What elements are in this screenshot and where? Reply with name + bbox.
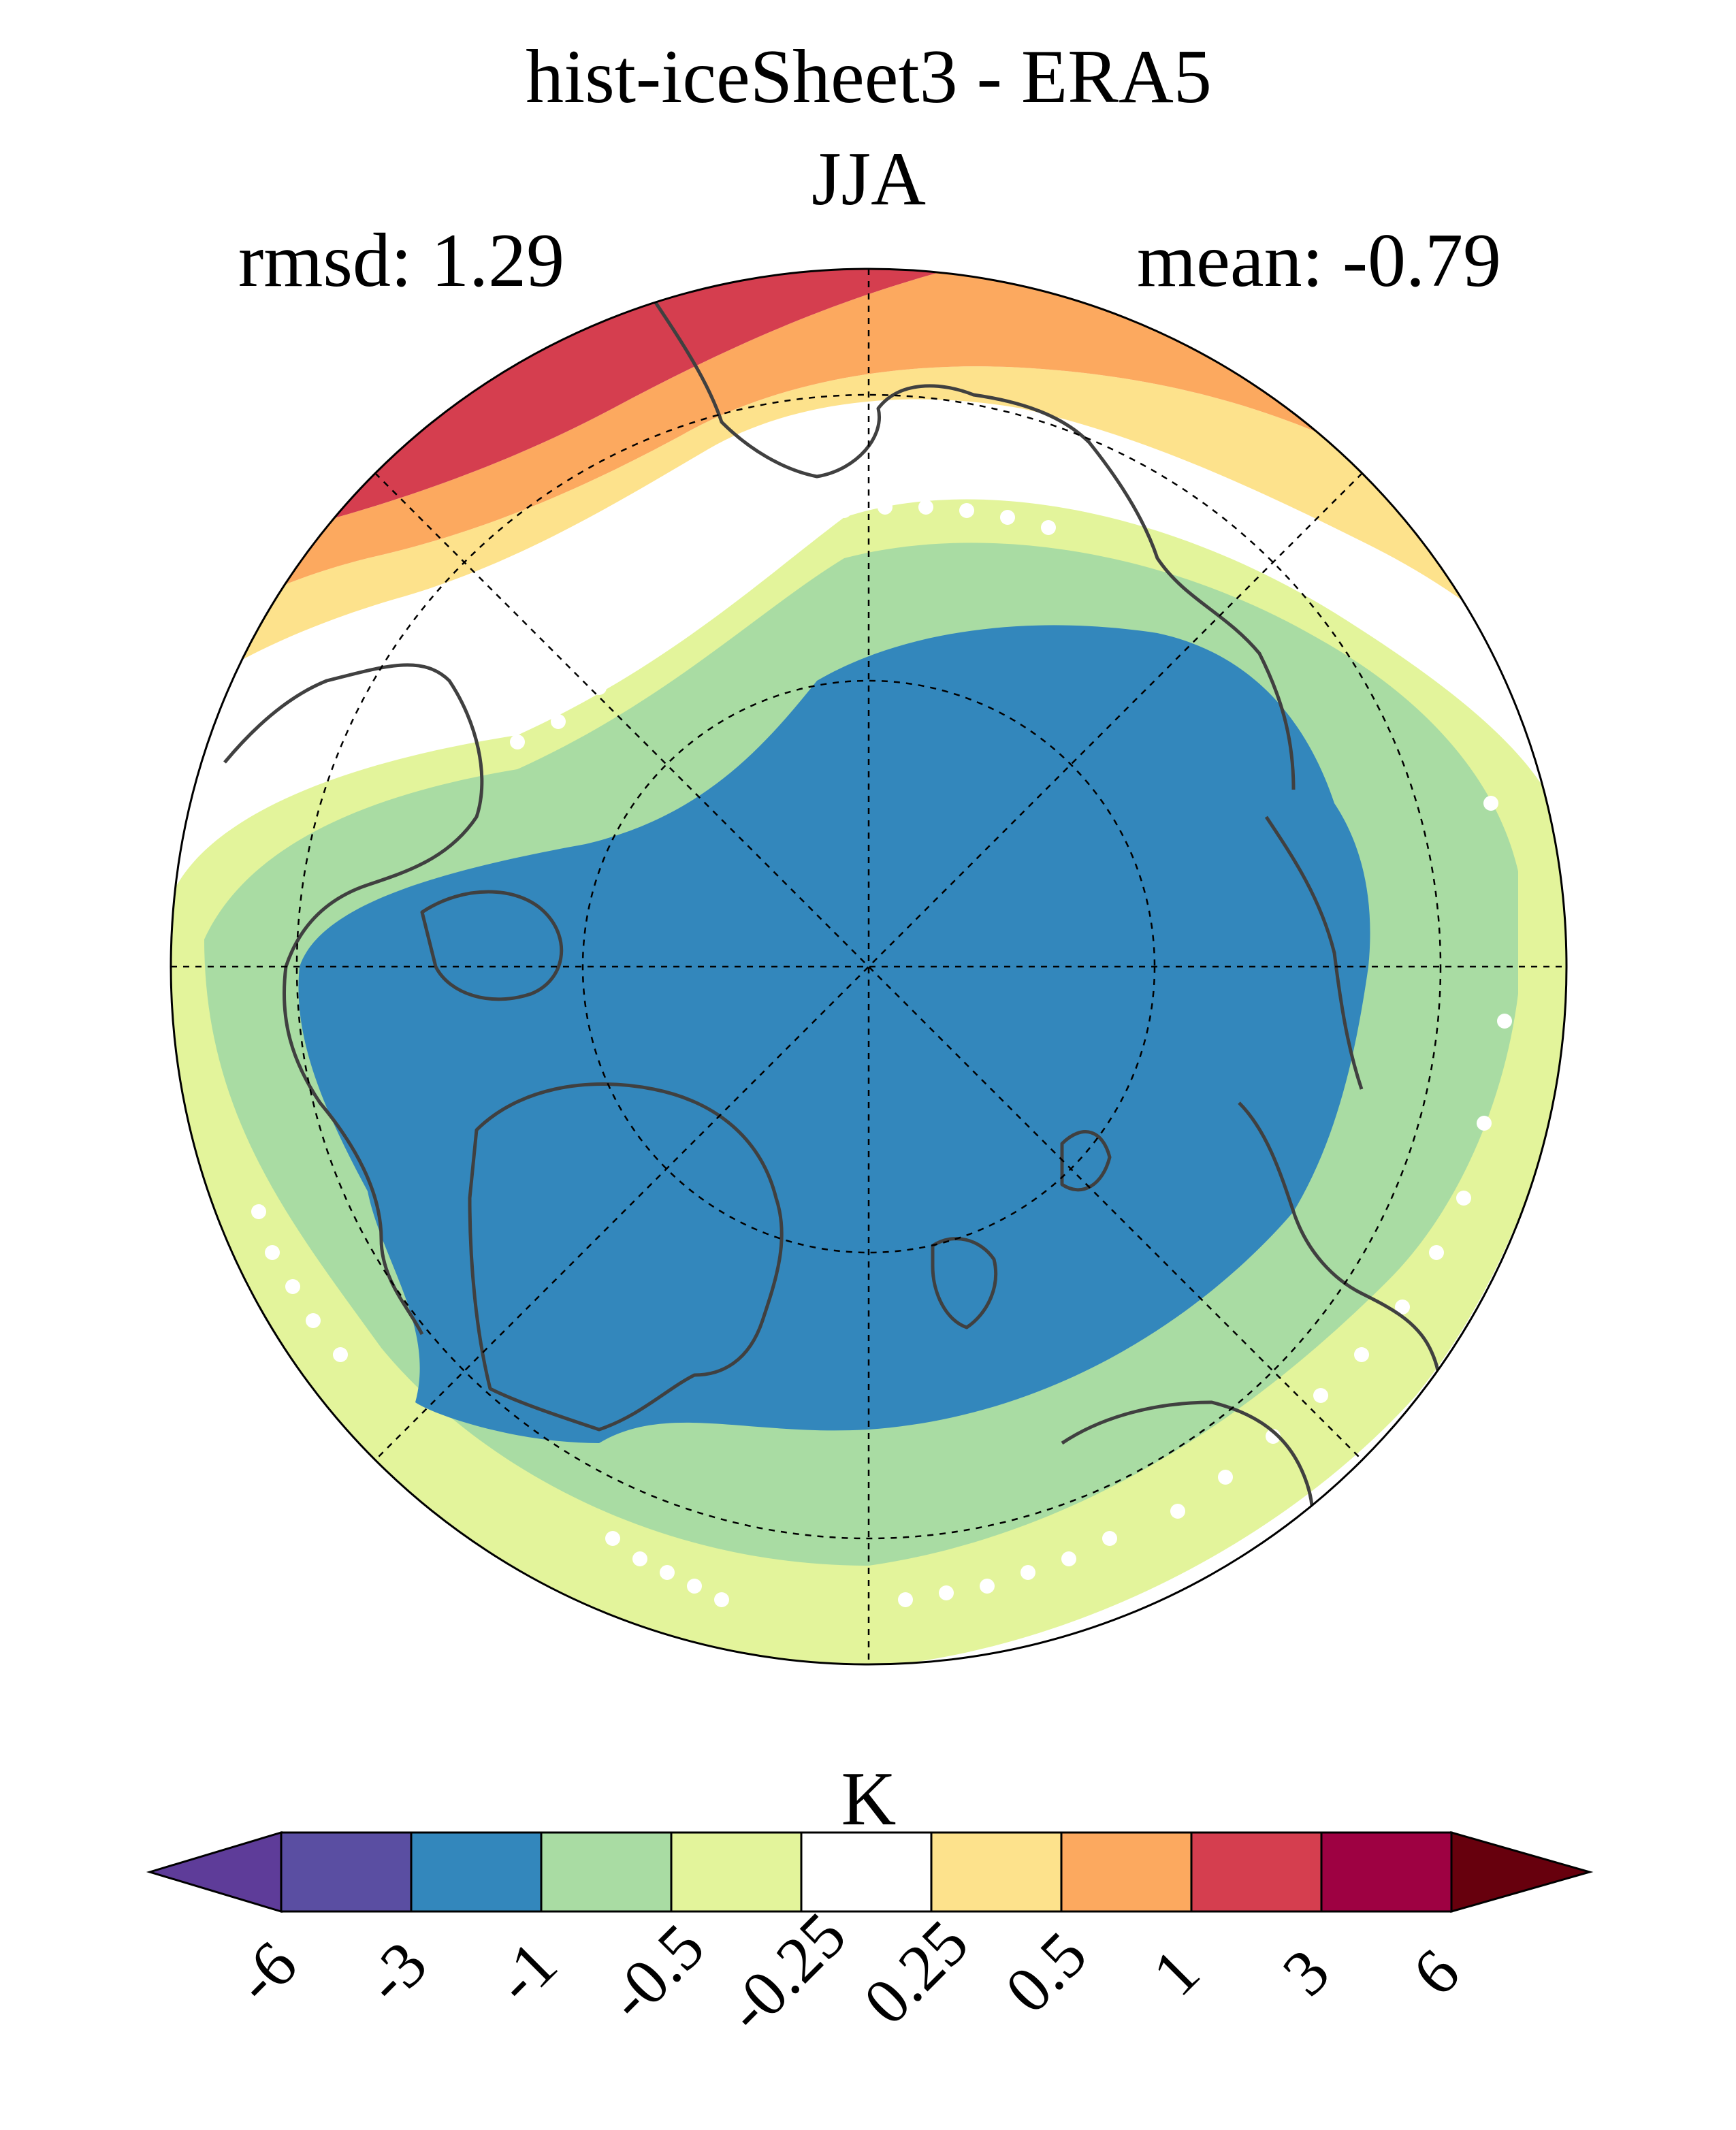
region-yellow <box>171 366 1566 762</box>
colorbar-segment <box>1060 1831 1193 1913</box>
colorbar-tick-label: 0.25 <box>850 1906 982 2038</box>
colorbar-tick-label: -3 <box>351 1927 440 2017</box>
colorbar-segment <box>280 1831 413 1913</box>
region-white-band <box>171 399 1566 817</box>
graticule <box>171 269 1566 1664</box>
rmsd-label: rmsd: 1.29 <box>238 219 564 303</box>
plot-title: hist-iceSheet3 - ERA5 <box>526 35 1212 119</box>
latitude-circle-60 <box>295 393 1442 1540</box>
colorbar-segment <box>1320 1831 1453 1913</box>
coastline-greenland <box>468 1082 784 1432</box>
colorbar-segment <box>930 1831 1063 1913</box>
colorbar-tick-label: 1 <box>1138 1935 1213 2010</box>
colorbar-tick-label: 3 <box>1268 1935 1343 2010</box>
coastlines <box>223 298 1442 1594</box>
stippling <box>251 415 1512 1607</box>
colorbar: -6 -3 -1 -0.5-0.250.25 0.5 1 3 6 <box>146 1830 1594 2046</box>
coastline-svalbard <box>931 1237 998 1329</box>
colorbar-arrow-min <box>146 1830 283 1914</box>
colorbar-tick-label: 6 <box>1398 1935 1473 2010</box>
coastline-asia <box>652 298 1296 790</box>
coastline-siberia-east <box>1264 816 1364 1090</box>
colorbar-tick-label: -1 <box>481 1927 570 2017</box>
colorbar-tick-label: 0.5 <box>991 1918 1101 2027</box>
region-blue <box>298 625 1370 1443</box>
map-border <box>170 268 1568 1666</box>
coastline-canadian-islands <box>420 890 564 1001</box>
colorbar-segment <box>670 1831 803 1913</box>
season-label: JJA <box>811 137 926 221</box>
colorbar-segment <box>410 1831 543 1913</box>
colorbar-tick-label: -0.5 <box>593 1909 718 2034</box>
colorbar-tick-label: -6 <box>221 1927 310 2017</box>
region-red <box>171 269 953 633</box>
colorbar-segment <box>1190 1831 1323 1913</box>
colorbar-arrow-max <box>1450 1831 1594 1913</box>
coastline-novaya-zemlya <box>1060 1130 1112 1192</box>
colorbar-segment <box>540 1831 673 1913</box>
coastline-north-america <box>223 663 484 1336</box>
colorbar-segment <box>800 1831 933 1913</box>
colorbar-tick-label: -0.25 <box>711 1898 859 2046</box>
mean-label: mean: -0.79 <box>1137 219 1501 303</box>
colorbar-unit: K <box>841 1757 897 1841</box>
